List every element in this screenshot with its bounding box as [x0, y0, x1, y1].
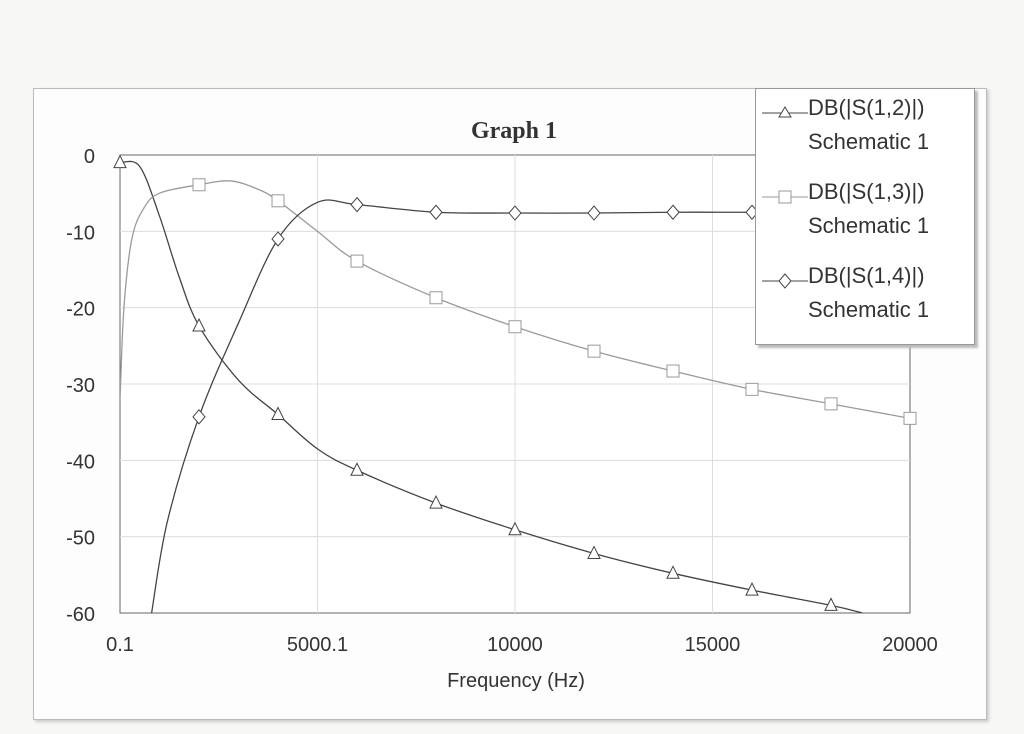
triangle-marker [666, 565, 680, 579]
chart-title: Graph 1 [471, 118, 557, 144]
triangle-marker [824, 597, 838, 611]
square-marker-icon [762, 190, 808, 204]
legend-source: Schematic 1 [808, 213, 930, 238]
square-marker [429, 291, 443, 305]
legend-entry-s14: DB(|S(1,4)|) Schematic 1 [756, 263, 974, 347]
x-tick-label: 20000 [882, 634, 938, 656]
x-tick-label: 10000 [487, 634, 543, 656]
legend-source: Schematic 1 [808, 129, 930, 154]
legend-entry-s13: DB(|S(1,3)|) Schematic 1 [756, 179, 974, 263]
y-tick-label: 0 [84, 146, 95, 168]
square-marker [508, 320, 522, 334]
square-marker [666, 364, 680, 378]
y-tick-label: -50 [66, 528, 95, 550]
legend-entry-s12: DB(|S(1,2)|) Schematic 1 [756, 95, 974, 179]
legend-label: DB(|S(1,4)|) [808, 263, 925, 288]
diamond-marker [666, 204, 680, 221]
triangle-marker [429, 494, 443, 509]
y-tick-label: -10 [66, 222, 95, 244]
diamond-marker [508, 205, 522, 221]
square-marker [271, 194, 285, 208]
y-tick-label: -20 [66, 299, 95, 321]
diamond-marker-icon [762, 273, 808, 289]
x-tick-label: 15000 [685, 634, 741, 656]
triangle-marker [587, 545, 601, 559]
y-tick-label: -40 [66, 451, 95, 473]
triangle-marker [745, 581, 759, 596]
triangle-marker [192, 317, 206, 332]
square-marker [587, 344, 601, 358]
legend-label: DB(|S(1,2)|) [808, 95, 925, 120]
diamond-marker [429, 204, 443, 221]
diamond-marker [271, 231, 285, 247]
square-marker [824, 397, 838, 411]
y-tick-label: -60 [66, 604, 95, 626]
x-axis-label: Frequency (Hz) [447, 670, 585, 692]
x-tick-label: 5000.1 [287, 634, 348, 656]
diamond-marker [587, 205, 601, 221]
square-marker [745, 382, 759, 396]
square-marker [350, 254, 364, 268]
triangle-marker [271, 406, 285, 421]
diamond-marker [350, 196, 364, 213]
legend-label: DB(|S(1,3)|) [808, 179, 925, 204]
triangle-marker [508, 521, 522, 536]
square-marker [192, 178, 206, 192]
legend: DB(|S(1,2)|) Schematic 1 DB(|S(1,3)|) Sc… [755, 88, 975, 345]
legend-source: Schematic 1 [808, 297, 930, 322]
diamond-marker [192, 409, 206, 425]
y-tick-label: -30 [66, 375, 95, 397]
triangle-marker [350, 462, 364, 476]
triangle-marker [113, 154, 127, 169]
square-marker [903, 411, 917, 425]
series-line-1 [120, 180, 911, 419]
triangle-marker-icon [762, 106, 808, 118]
x-tick-label: 0.1 [106, 634, 134, 656]
